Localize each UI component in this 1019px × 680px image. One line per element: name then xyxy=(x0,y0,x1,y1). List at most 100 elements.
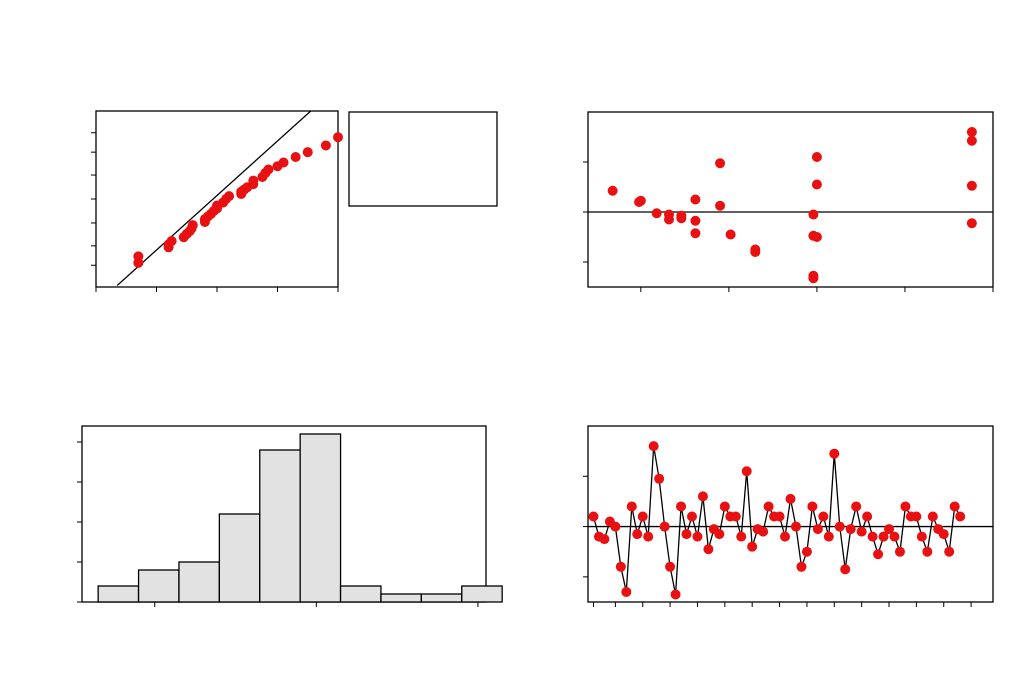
data-point xyxy=(290,151,301,162)
data-point xyxy=(873,549,884,560)
data-point xyxy=(867,531,878,542)
data-point xyxy=(829,448,840,459)
data-point xyxy=(302,147,313,158)
data-point xyxy=(818,511,829,522)
data-point xyxy=(635,195,646,206)
data-point xyxy=(621,586,632,597)
data-point xyxy=(900,501,911,512)
data-point xyxy=(949,501,960,512)
data-point xyxy=(651,208,662,219)
data-point xyxy=(812,524,823,535)
histogram-bar xyxy=(97,585,140,603)
legend-box xyxy=(348,111,498,207)
data-point xyxy=(637,511,648,522)
data-point xyxy=(607,185,618,196)
data-point xyxy=(790,521,801,532)
data-point xyxy=(715,200,726,211)
data-point xyxy=(856,526,867,537)
data-point xyxy=(834,521,845,532)
data-point xyxy=(811,232,822,242)
data-point xyxy=(840,564,851,575)
data-point xyxy=(719,501,730,512)
data-point xyxy=(654,473,665,484)
histogram-bar xyxy=(299,433,342,603)
data-point xyxy=(626,501,637,512)
data-point xyxy=(811,179,822,190)
data-point xyxy=(664,214,674,225)
histogram-bar xyxy=(461,585,503,603)
data-point xyxy=(166,236,177,247)
data-point xyxy=(922,546,933,557)
data-point xyxy=(632,529,643,540)
data-point xyxy=(758,526,769,537)
data-point xyxy=(807,501,818,512)
histogram-bar xyxy=(218,513,261,603)
data-point xyxy=(966,180,977,191)
data-point xyxy=(248,175,259,186)
data-point xyxy=(703,544,714,555)
data-point xyxy=(785,493,796,504)
data-point xyxy=(823,531,834,542)
data-point xyxy=(938,529,949,540)
data-point xyxy=(648,441,659,452)
data-point xyxy=(588,511,599,522)
data-point xyxy=(133,251,144,262)
data-point xyxy=(862,511,873,522)
histogram-bar xyxy=(178,561,221,603)
data-point xyxy=(916,531,927,542)
data-point xyxy=(615,561,626,572)
data-point xyxy=(643,531,654,542)
data-point xyxy=(676,213,687,224)
normal-probability-plot xyxy=(91,110,498,292)
data-point xyxy=(747,541,758,552)
data-point xyxy=(333,132,343,143)
data-point xyxy=(730,511,741,522)
data-point xyxy=(741,466,752,477)
data-point xyxy=(966,218,977,229)
histogram-bar xyxy=(137,569,180,603)
residuals-vs-fitted-plot xyxy=(583,111,994,292)
data-point xyxy=(736,531,747,542)
data-point xyxy=(670,589,681,600)
data-point xyxy=(224,191,235,202)
data-point xyxy=(187,220,198,231)
data-point xyxy=(884,524,895,535)
data-point xyxy=(665,561,676,572)
histogram-plot xyxy=(77,425,503,607)
data-point xyxy=(774,511,785,522)
data-point xyxy=(851,501,862,512)
data-point xyxy=(911,511,922,522)
plot-frame xyxy=(587,425,994,603)
data-point xyxy=(780,531,791,542)
data-point xyxy=(690,194,701,205)
data-point xyxy=(966,135,977,146)
data-point xyxy=(845,524,856,535)
data-point xyxy=(715,158,726,169)
data-point xyxy=(944,546,955,557)
data-point xyxy=(690,215,701,226)
data-point xyxy=(808,273,819,284)
data-point xyxy=(610,521,621,532)
data-point xyxy=(811,152,822,162)
data-point xyxy=(894,546,905,557)
residuals-vs-order-plot xyxy=(583,425,994,607)
data-point xyxy=(599,534,610,545)
data-point xyxy=(681,529,692,540)
data-point xyxy=(686,511,697,522)
histogram-bar xyxy=(339,585,382,603)
data-point xyxy=(808,209,819,220)
data-point xyxy=(878,531,889,542)
data-point xyxy=(320,140,331,151)
data-point xyxy=(889,531,900,542)
data-point xyxy=(697,491,708,502)
histogram-bar xyxy=(259,449,301,603)
data-point xyxy=(750,247,761,257)
data-point xyxy=(659,521,670,532)
plot-frame xyxy=(95,110,339,288)
data-point xyxy=(714,529,725,540)
data-point xyxy=(690,228,701,239)
data-point xyxy=(676,501,687,512)
data-point xyxy=(763,501,774,512)
data-point xyxy=(801,546,812,557)
data-point xyxy=(725,229,736,240)
